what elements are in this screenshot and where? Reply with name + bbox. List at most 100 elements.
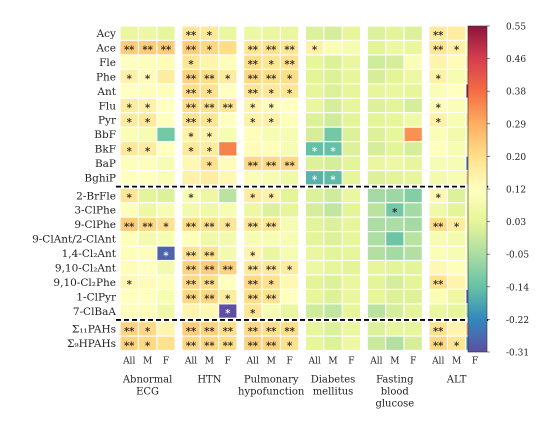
significance-star: *	[250, 193, 256, 204]
heatmap-cell	[200, 84, 218, 98]
significance-star: *	[250, 117, 256, 128]
heatmap-cell	[306, 69, 324, 84]
heatmap-cell	[262, 84, 280, 98]
heatmap-cell	[281, 84, 299, 98]
heatmap-cell	[404, 217, 422, 231]
heatmap-cell	[200, 261, 218, 275]
heatmap-cell	[244, 246, 262, 260]
significance-star: **	[186, 103, 197, 114]
significance-star: *	[225, 222, 231, 233]
heatmap-cell	[342, 26, 360, 40]
significance-star: *	[250, 251, 256, 262]
heatmap-cell	[281, 304, 299, 318]
significance-star: **	[204, 280, 215, 291]
heatmap-cell	[244, 156, 262, 170]
subcolumn-label: All	[369, 357, 382, 367]
group-label: Pulmonary hypofunction	[238, 375, 305, 398]
row-label: 1,4-Cl₂Ant	[62, 248, 117, 260]
heatmap-cell	[342, 171, 360, 185]
significance-star: **	[248, 265, 259, 276]
heatmap-cell	[244, 275, 262, 289]
heatmap-cell	[324, 304, 342, 318]
row-label: Fle	[99, 57, 116, 69]
heatmap-cell	[404, 290, 422, 304]
heatmap-cell	[429, 84, 447, 98]
heatmap-cell	[386, 84, 404, 98]
heatmap-cell	[262, 304, 280, 318]
colorbar-tick-label: 0.29	[506, 120, 526, 130]
heatmap-cell	[324, 188, 342, 203]
heatmap-cell	[429, 336, 447, 350]
heatmap-cell	[262, 217, 280, 231]
heatmap-cell	[281, 290, 299, 304]
subcolumn-label: All	[184, 357, 197, 367]
heatmap-cell	[200, 188, 218, 203]
significance-star: **	[284, 326, 295, 337]
heatmap-cell	[244, 55, 262, 69]
heatmap-cell	[367, 203, 385, 217]
heatmap-cell	[120, 142, 138, 156]
heatmap-cell	[367, 41, 385, 55]
heatmap-cell	[367, 69, 385, 84]
heatmap-cell	[262, 127, 280, 141]
heatmap-cell	[429, 275, 447, 289]
significance-star: *	[127, 146, 133, 157]
heatmap-cell	[182, 304, 200, 318]
significance-star: **	[248, 222, 259, 233]
heatmap-cell	[281, 156, 299, 170]
heatmap-cell	[200, 26, 218, 40]
heatmap-cell	[182, 41, 200, 55]
heatmap-cell	[429, 188, 447, 203]
heatmap-cell	[157, 246, 175, 260]
significance-star: **	[204, 222, 215, 233]
significance-star: *	[330, 146, 336, 157]
heatmap-cell	[367, 290, 385, 304]
heatmap-cell	[219, 217, 237, 231]
significance-star: **	[284, 60, 295, 71]
heatmap-cell	[306, 98, 324, 113]
significance-star: *	[225, 74, 231, 85]
heatmap-cell	[120, 188, 138, 203]
heatmap-cell	[367, 322, 385, 336]
row-separators	[116, 185, 489, 321]
heatmap-cell	[429, 127, 447, 141]
heatmap-cell	[281, 98, 299, 113]
heatmap-cell	[404, 127, 422, 141]
significance-star: *	[207, 89, 213, 100]
heatmap-cell	[306, 217, 324, 231]
heatmap-cell	[182, 188, 200, 203]
significance-star: **	[248, 280, 259, 291]
heatmap-cell	[157, 203, 175, 217]
heatmap-cell	[157, 322, 175, 336]
heatmap-cell	[200, 304, 218, 318]
significance-star: **	[124, 222, 135, 233]
subcolumn-label: M	[143, 357, 152, 367]
heatmap-cell	[139, 41, 157, 55]
heatmap-cell	[157, 232, 175, 246]
heatmap-cell	[200, 246, 218, 260]
significance-star: *	[312, 146, 318, 157]
heatmap-cell	[219, 232, 237, 246]
group-label: Diabetes mellitus	[311, 375, 356, 398]
heatmap-cell	[219, 26, 237, 40]
heatmap-cell	[219, 275, 237, 289]
significance-star: *	[454, 341, 460, 352]
heatmap-cell	[120, 203, 138, 217]
row-label: Acy	[96, 28, 116, 40]
row-label: 9-ClAnt/2-ClAnt	[32, 234, 117, 246]
significance-star: *	[127, 117, 133, 128]
heatmap-cell	[324, 246, 342, 260]
heatmap-cell	[404, 26, 422, 40]
heatmap-cell	[386, 188, 404, 203]
significance-star: **	[266, 45, 277, 56]
heatmap-cell	[324, 55, 342, 69]
heatmap-cell	[404, 188, 422, 203]
heatmap-cell	[342, 69, 360, 84]
row-label: 9,10-Cl₂Ant	[55, 263, 117, 275]
significance-star: **	[284, 45, 295, 56]
heatmap-cell	[262, 246, 280, 260]
significance-star: **	[266, 74, 277, 85]
heatmap-cell	[324, 84, 342, 98]
heatmap-cell	[182, 127, 200, 141]
